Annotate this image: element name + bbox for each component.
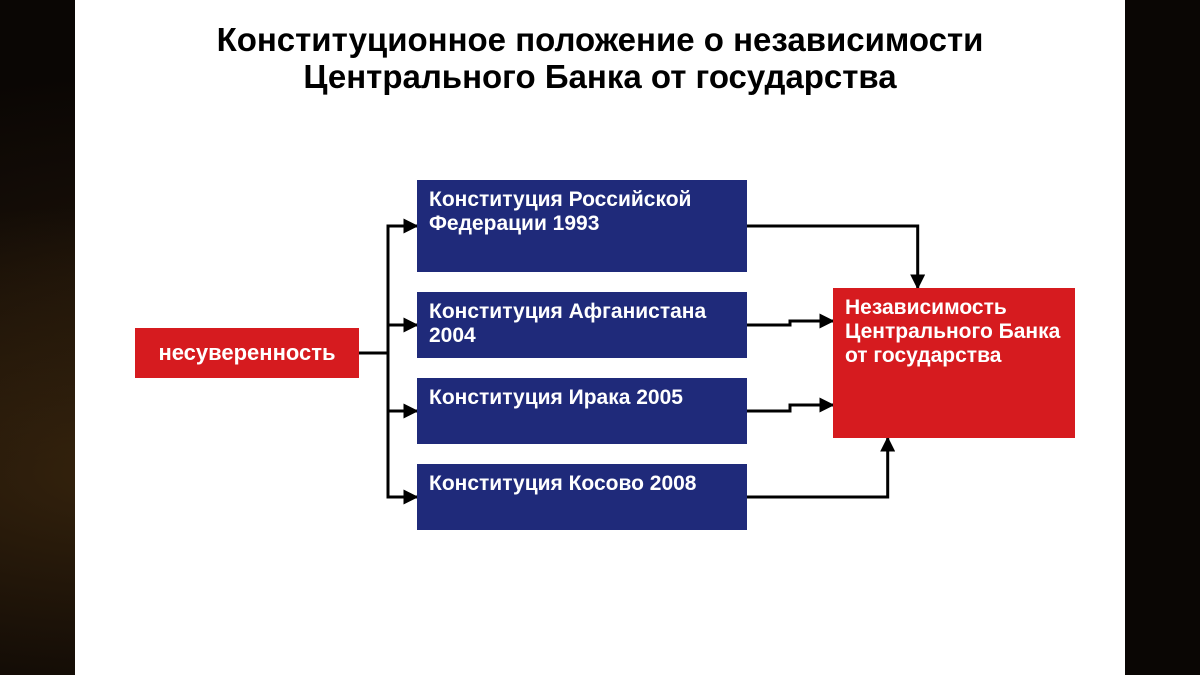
node-label: несуверенность xyxy=(158,340,335,365)
node-label: Конституция Ирака 2005 xyxy=(429,386,683,410)
node-constitution-russia-1993: Конституция Российской Федерации 1993 xyxy=(417,180,747,272)
node-right-cb-independence: Независимость Центрального Банка от госу… xyxy=(833,288,1075,438)
node-constitution-afghanistan-2004: Конституция Афганистана 2004 xyxy=(417,292,747,358)
node-label: Независимость Центрального Банка от госу… xyxy=(845,296,1063,368)
flowchart: несуверенность Конституция Российской Фе… xyxy=(75,0,1125,675)
node-left-nonsovereignty: несуверенность xyxy=(135,328,359,378)
node-label: Конституция Афганистана 2004 xyxy=(429,300,735,348)
node-label: Конституция Косово 2008 xyxy=(429,472,696,496)
node-constitution-iraq-2005: Конституция Ирака 2005 xyxy=(417,378,747,444)
slide-panel: Конституционное положение о независимост… xyxy=(75,0,1125,675)
node-label: Конституция Российской Федерации 1993 xyxy=(429,188,735,236)
node-constitution-kosovo-2008: Конституция Косово 2008 xyxy=(417,464,747,530)
